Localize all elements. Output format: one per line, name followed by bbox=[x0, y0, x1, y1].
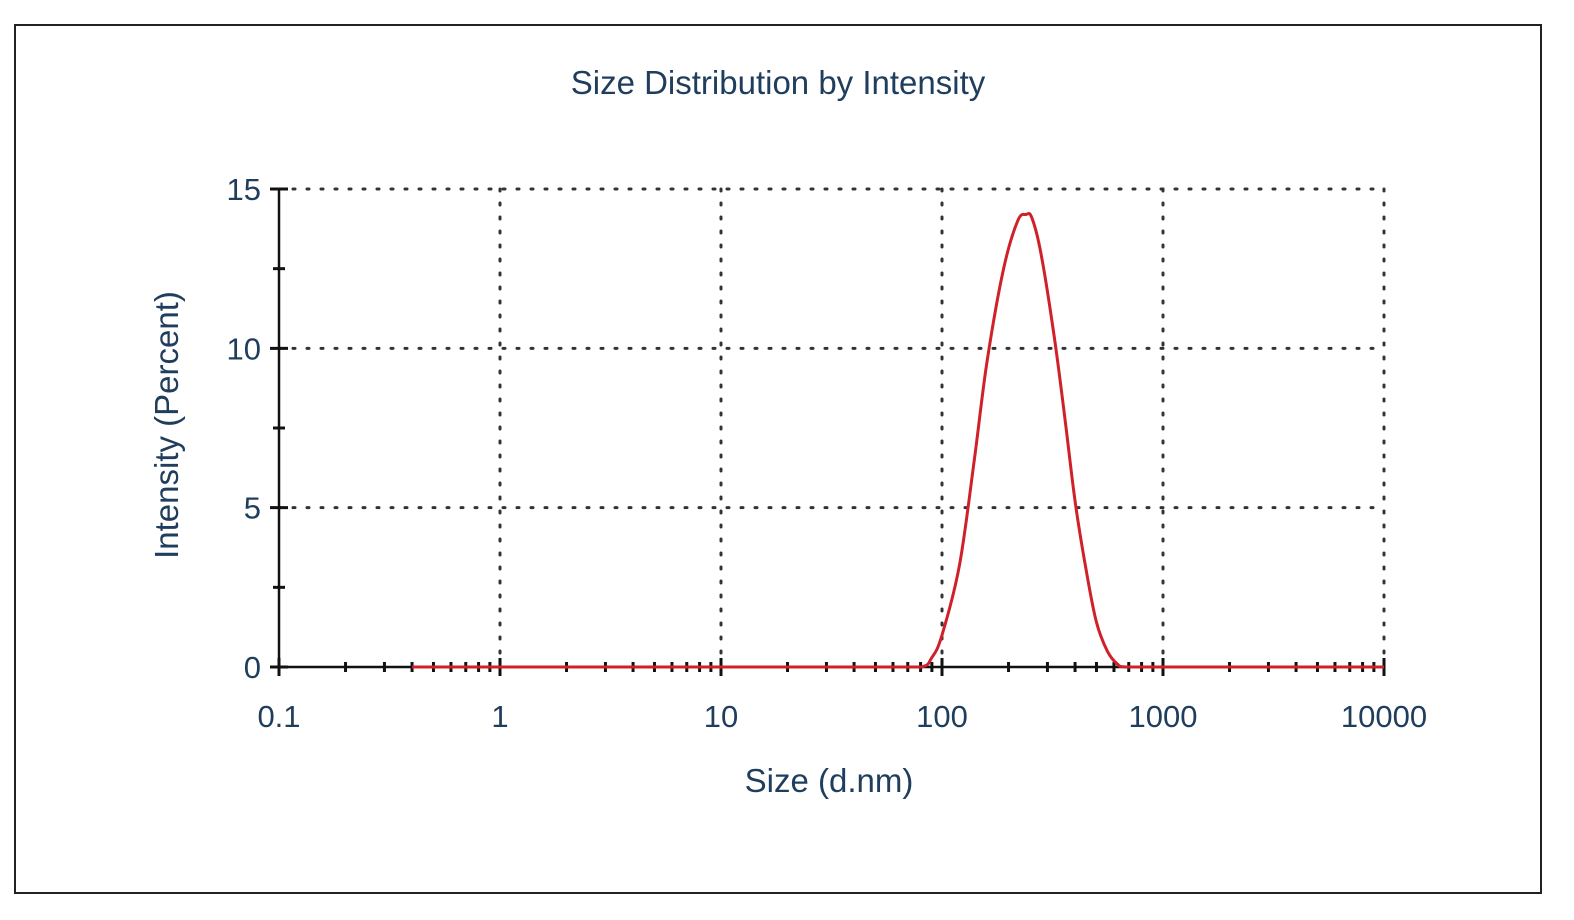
x-axis-label: Size (d.nm) bbox=[745, 762, 914, 799]
axes bbox=[270, 187, 1386, 676]
y-axis-label: Intensity (Percent) bbox=[148, 291, 185, 559]
tick-labels: 0.1 1 10 100 1000 10000 0 5 10 15 bbox=[227, 172, 1428, 734]
x-tick-label: 10000 bbox=[1341, 699, 1427, 734]
y-tick-label: 10 bbox=[227, 331, 261, 366]
x-tick-label: 0.1 bbox=[257, 699, 300, 734]
grid bbox=[277, 187, 1386, 669]
x-tick-label: 1 bbox=[491, 699, 508, 734]
series-line bbox=[412, 212, 1384, 669]
x-tick-label: 1000 bbox=[1129, 699, 1198, 734]
x-tick-label: 10 bbox=[704, 699, 738, 734]
series bbox=[412, 212, 1384, 669]
y-tick-label: 0 bbox=[244, 650, 261, 685]
chart-title: Size Distribution by Intensity bbox=[571, 64, 986, 101]
y-tick-label: 15 bbox=[227, 172, 261, 207]
y-tick-label: 5 bbox=[244, 491, 261, 526]
x-tick-label: 100 bbox=[916, 699, 968, 734]
chart-frame bbox=[14, 24, 1542, 894]
